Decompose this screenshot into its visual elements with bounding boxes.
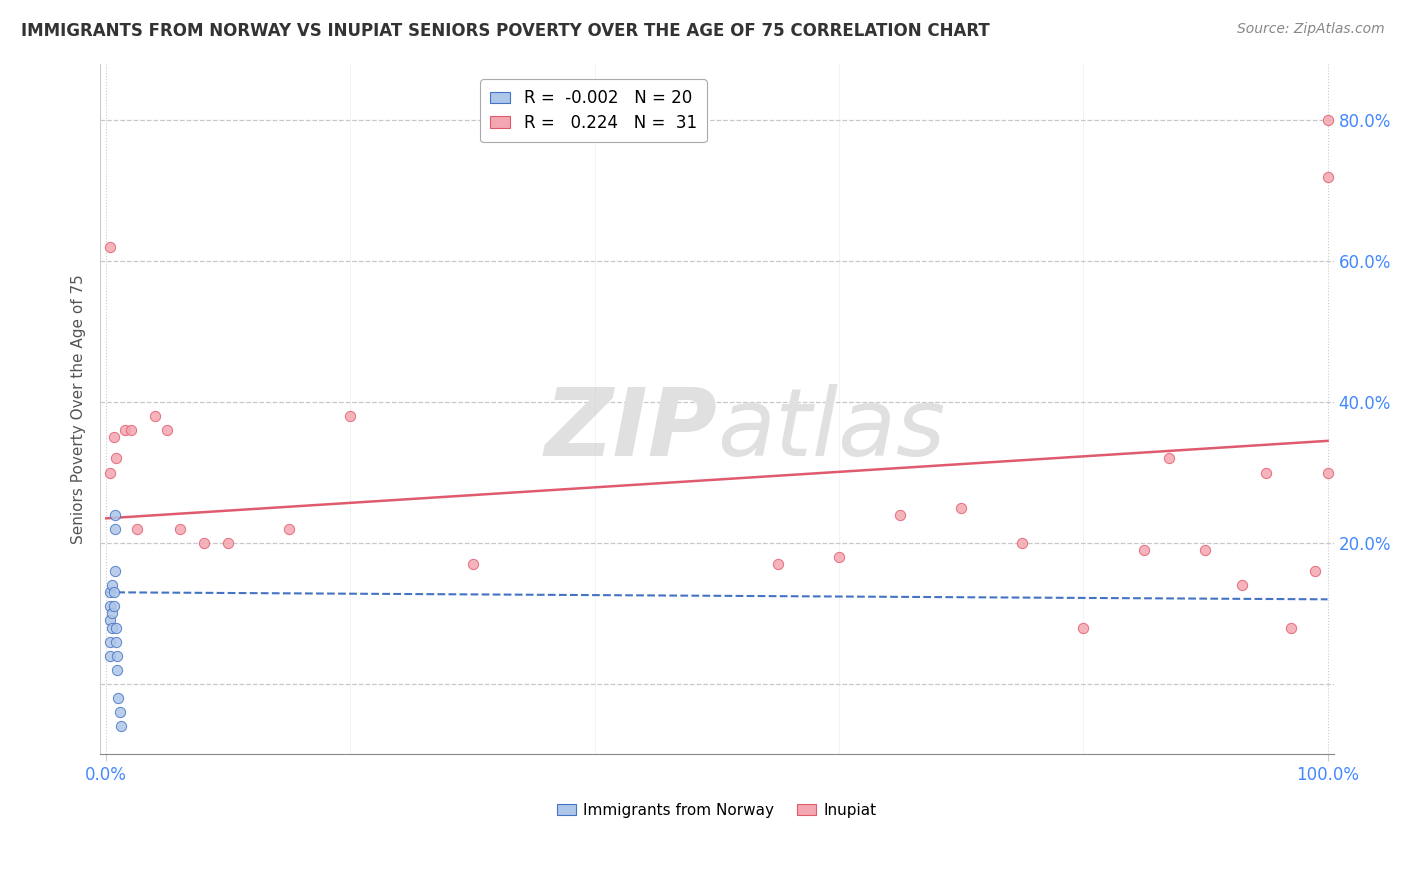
Point — [1316, 169, 1339, 184]
Point — [101, 620, 124, 634]
Y-axis label: Seniors Poverty Over the Age of 75: Seniors Poverty Over the Age of 75 — [72, 275, 86, 544]
Point — [950, 500, 973, 515]
Point — [105, 634, 128, 648]
Point — [143, 409, 166, 424]
Text: ZIP: ZIP — [544, 384, 717, 475]
Point — [889, 508, 911, 522]
Point — [339, 409, 361, 424]
Point — [1071, 620, 1094, 634]
Point — [101, 578, 124, 592]
Point — [1157, 451, 1180, 466]
Point — [103, 430, 125, 444]
Point — [98, 466, 121, 480]
Point — [156, 423, 179, 437]
Point — [105, 620, 128, 634]
Point — [1230, 578, 1253, 592]
Point — [98, 585, 121, 599]
Point — [1316, 113, 1339, 128]
Point — [104, 522, 127, 536]
Text: Source: ZipAtlas.com: Source: ZipAtlas.com — [1237, 22, 1385, 37]
Point — [169, 522, 191, 536]
Point — [104, 564, 127, 578]
Point — [120, 423, 142, 437]
Point — [1279, 620, 1302, 634]
Point — [98, 648, 121, 663]
Point — [103, 599, 125, 614]
Point — [105, 648, 128, 663]
Point — [1316, 466, 1339, 480]
Point — [98, 240, 121, 254]
Point — [105, 451, 128, 466]
Point — [1305, 564, 1327, 578]
Point — [125, 522, 148, 536]
Point — [278, 522, 301, 536]
Text: atlas: atlas — [717, 384, 945, 475]
Point — [101, 607, 124, 621]
Point — [103, 585, 125, 599]
Point — [1133, 543, 1156, 558]
Point — [766, 557, 789, 571]
Point — [107, 690, 129, 705]
Point — [104, 508, 127, 522]
Point — [217, 536, 239, 550]
Point — [114, 423, 136, 437]
Point — [105, 663, 128, 677]
Point — [98, 634, 121, 648]
Point — [1011, 536, 1033, 550]
Point — [193, 536, 215, 550]
Point — [110, 719, 132, 733]
Point — [98, 599, 121, 614]
Text: IMMIGRANTS FROM NORWAY VS INUPIAT SENIORS POVERTY OVER THE AGE OF 75 CORRELATION: IMMIGRANTS FROM NORWAY VS INUPIAT SENIOR… — [21, 22, 990, 40]
Point — [98, 614, 121, 628]
Point — [1256, 466, 1278, 480]
Point — [1194, 543, 1216, 558]
Point — [108, 705, 131, 719]
Point — [828, 550, 851, 565]
Legend: Immigrants from Norway, Inupiat: Immigrants from Norway, Inupiat — [551, 797, 883, 823]
Point — [461, 557, 484, 571]
